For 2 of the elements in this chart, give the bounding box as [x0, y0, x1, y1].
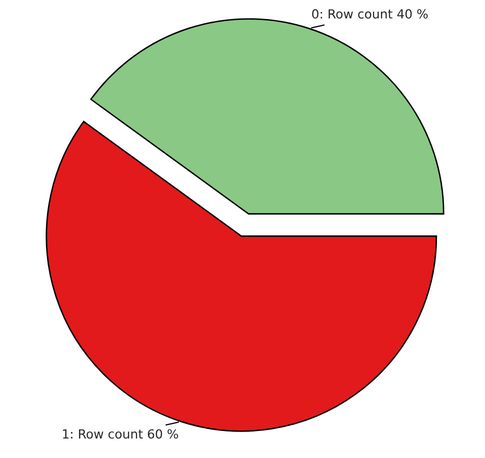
slice-label: 0: Row count 40 % — [312, 9, 428, 19]
slice-label: 1: Row count 60 % — [63, 429, 178, 439]
